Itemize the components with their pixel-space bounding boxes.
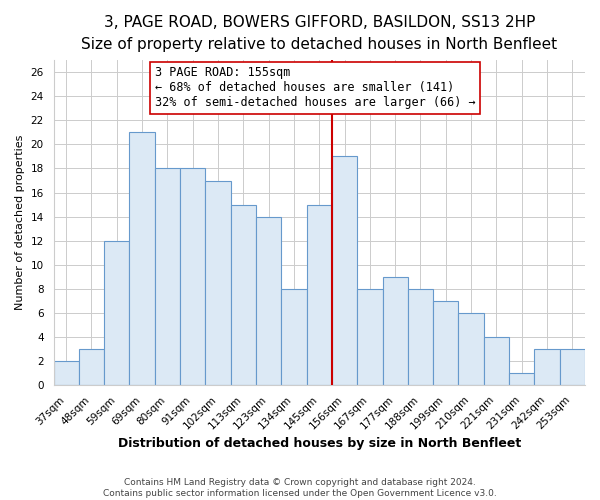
Bar — [180, 168, 205, 385]
Bar — [53, 361, 79, 385]
Bar — [256, 216, 281, 385]
Bar — [332, 156, 357, 385]
X-axis label: Distribution of detached houses by size in North Benfleet: Distribution of detached houses by size … — [118, 437, 521, 450]
Bar — [230, 204, 256, 385]
Bar — [79, 349, 104, 385]
Bar — [130, 132, 155, 385]
Bar — [535, 349, 560, 385]
Bar — [408, 288, 433, 385]
Text: Contains HM Land Registry data © Crown copyright and database right 2024.
Contai: Contains HM Land Registry data © Crown c… — [103, 478, 497, 498]
Bar — [509, 373, 535, 385]
Bar — [433, 300, 458, 385]
Bar — [307, 204, 332, 385]
Bar — [281, 288, 307, 385]
Bar — [383, 276, 408, 385]
Bar — [458, 312, 484, 385]
Bar — [104, 240, 130, 385]
Title: 3, PAGE ROAD, BOWERS GIFFORD, BASILDON, SS13 2HP
Size of property relative to de: 3, PAGE ROAD, BOWERS GIFFORD, BASILDON, … — [81, 15, 557, 52]
Y-axis label: Number of detached properties: Number of detached properties — [15, 135, 25, 310]
Bar — [205, 180, 230, 385]
Bar — [155, 168, 180, 385]
Bar — [357, 288, 383, 385]
Text: 3 PAGE ROAD: 155sqm
← 68% of detached houses are smaller (141)
32% of semi-detac: 3 PAGE ROAD: 155sqm ← 68% of detached ho… — [155, 66, 475, 110]
Bar — [484, 337, 509, 385]
Bar — [560, 349, 585, 385]
